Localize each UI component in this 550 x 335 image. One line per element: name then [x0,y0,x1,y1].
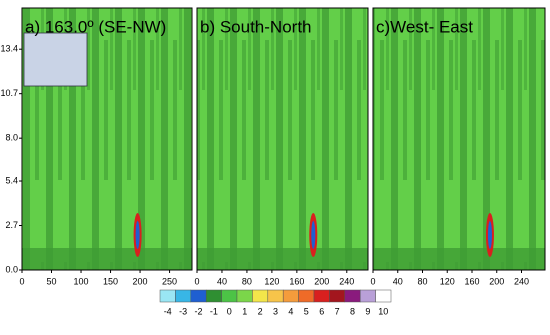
colorbar-label: 8 [350,306,355,316]
panel-title: c)West- East [376,17,473,36]
colorbar-swatch [298,289,315,303]
panel-title: b) South-North [200,17,312,36]
x-tick-label: 40 [217,276,227,286]
x-tick-label: 80 [242,276,252,286]
panel: a) 163.0º (SE-NW) 0 50 100 150 200 250 0.0 2.7 5.… [0,7,193,286]
colorbar-label: 5 [304,306,309,316]
colorbar-label: -4 [164,306,172,316]
x-tick-label: 150 [103,276,118,286]
frame [196,7,369,271]
x-tick-label: 100 [74,276,89,286]
colorbar-label: 3 [273,306,278,316]
x-tick-label: 0 [370,276,375,286]
terrain [197,248,368,270]
colorbar-swatch [329,289,346,303]
colorbar-label: 0 [227,306,232,316]
field-shading [373,8,545,270]
colorbar-label: 7 [335,306,340,316]
x-tick-label: 240 [514,276,529,286]
x-tick-label: 200 [314,276,329,286]
colorbar-swatch [221,289,238,303]
field-shading [197,8,368,270]
y-tick-label: 5.4 [5,175,18,185]
colorbar-label: 10 [378,306,388,316]
colorbar-swatch [267,289,284,303]
colorbar-swatch [252,289,269,303]
x-tick-label: 160 [464,276,479,286]
storm-core [487,221,492,249]
colorbar-label: 2 [258,306,263,316]
colorbar-swatch [282,289,299,303]
colorbar-swatch [375,289,392,303]
x-tick-label: 40 [393,276,403,286]
panel: c)West- East 0 40 80 120 160 200 240 [370,7,546,286]
storm-core [311,221,316,249]
x-tick-label: 120 [440,276,455,286]
colorbar-label: 4 [288,306,293,316]
colorbar-swatch [313,289,330,303]
terrain [373,248,545,270]
colorbar-swatch [175,289,192,303]
colorbar-label: -2 [194,306,202,316]
x-tick-label: 200 [133,276,148,286]
panels: a) 163.0º (SE-NW) 0 50 100 150 200 250 0.0 2.7 5.… [0,7,546,286]
colorbar-swatch [359,289,376,303]
terrain [22,248,192,270]
x-tick-label: 250 [162,276,177,286]
panel: b) South-North 0 40 80 120 160 200 240 [194,7,369,286]
colorbar-swatch [236,289,253,303]
colorbar-swatch [205,289,222,303]
panel-title: a) 163.0º (SE-NW) [25,17,166,36]
x-tick-label: 0 [19,276,24,286]
inset-map [23,32,88,87]
frame [372,7,546,271]
x-tick-label: 160 [289,276,304,286]
y-tick-label: 13.4 [0,44,18,54]
y-tick-label: 2.7 [5,220,18,230]
colorbar-label: 9 [365,306,370,316]
y-tick-label: 0.0 [5,264,18,274]
x-tick-label: 200 [489,276,504,286]
x-tick-label: 240 [339,276,354,286]
x-tick-label: 120 [264,276,279,286]
x-tick-label: 50 [47,276,57,286]
x-tick-label: 80 [417,276,427,286]
colorbar-label: 1 [242,306,247,316]
colorbar-label: -3 [179,306,187,316]
colorbar-swatch [190,289,207,303]
x-tick-label: 0 [194,276,199,286]
storm-core [135,221,140,249]
colorbar-label: -1 [210,306,218,316]
colorbar-swatch [159,289,176,303]
colorbar-swatch [344,289,361,303]
frame [21,7,193,271]
y-tick-label: 8.0 [5,133,18,143]
colorbar-label: 6 [319,306,324,316]
y-tick-label: 10.7 [0,88,18,98]
colorbar: -4 -3 -2 -1 0 1 2 3 4 5 6 7 8 9 10 [159,289,392,316]
